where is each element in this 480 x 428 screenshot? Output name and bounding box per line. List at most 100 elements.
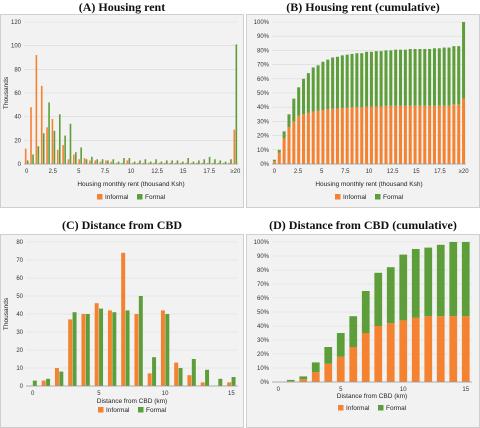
bar-informal	[56, 149, 59, 164]
bar-informal	[24, 148, 27, 164]
bar-formal	[436, 244, 445, 317]
bar-formal	[176, 160, 179, 164]
bar-formal	[99, 308, 104, 386]
y-tick-label: 20%	[257, 134, 270, 140]
bar-informal	[131, 162, 134, 164]
bar-informal	[321, 110, 325, 164]
bar-formal	[418, 48, 422, 106]
bar-informal	[272, 161, 276, 164]
bar-formal	[101, 159, 104, 164]
bar-formal	[178, 368, 183, 386]
bar-informal	[418, 105, 422, 164]
y-tick-label: 40%	[257, 105, 270, 111]
bar-formal	[311, 67, 315, 112]
bar-formal	[437, 48, 441, 106]
bar-informal	[121, 162, 123, 164]
bar-informal	[403, 105, 407, 164]
bar-formal	[58, 114, 61, 164]
legend-formal: Formal	[137, 194, 166, 201]
legend-swatch	[138, 407, 144, 413]
bar-formal	[331, 57, 335, 109]
bar-informal	[374, 326, 383, 382]
bar-formal	[128, 158, 131, 164]
legend-swatch	[378, 405, 384, 411]
bar-formal	[447, 47, 451, 106]
bar-informal	[350, 107, 354, 164]
bar-informal	[389, 105, 393, 164]
x-tick-label: 15	[180, 169, 187, 175]
x-tick-label: 17.5	[434, 169, 446, 175]
bar-formal	[59, 371, 64, 386]
y-tick-label: 10	[16, 366, 23, 372]
legend-formal: Formal	[138, 407, 167, 414]
bar-formal	[306, 73, 310, 113]
bar-formal	[316, 65, 320, 111]
x-tick-label: 10	[366, 169, 373, 175]
bar-formal	[96, 159, 99, 164]
bar-informal	[160, 310, 165, 386]
x-tick-label: 0	[25, 169, 29, 175]
x-tick-label: 10	[400, 387, 407, 393]
y-tick-label: 70%	[257, 282, 270, 288]
bar-formal	[340, 55, 344, 108]
panel-housing-rent-cumulative: (B) Housing rent (cumulative) 0% 10% 20% 30…	[246, 0, 480, 208]
x-tick-label: 15	[462, 387, 469, 393]
bar-formal	[165, 314, 170, 386]
y-tick-label: 10%	[257, 366, 270, 372]
bar-informal	[54, 368, 59, 386]
housing-rent-chart: 0 20 40 60 80 100 120 Thousands 0 2.5 5 7.5 10 12.5 15…	[3, 20, 241, 201]
bar-informal	[457, 104, 461, 164]
bar-formal	[32, 380, 37, 386]
bar-informal	[442, 105, 446, 164]
legend-label: Formal	[386, 405, 407, 412]
x-tick-label: 5	[320, 169, 324, 175]
bar-informal	[190, 162, 193, 164]
bar-formal	[286, 379, 295, 382]
bar-formal	[282, 131, 286, 139]
bar-formal	[152, 357, 157, 386]
bar-informal	[297, 115, 301, 164]
bar-informal	[217, 162, 220, 164]
y-tick-label: 0%	[260, 162, 269, 168]
y-tick-label: 100%	[254, 240, 270, 246]
bar-informal	[447, 105, 451, 164]
y-tick-label: 10%	[257, 148, 270, 154]
bar-formal	[224, 161, 227, 164]
bar-formal	[219, 160, 222, 164]
bar-formal	[85, 159, 88, 164]
x-tick-label: 7.5	[341, 169, 350, 175]
bar-formal	[112, 312, 117, 386]
bar-informal	[110, 161, 113, 164]
x-tick-label: 10	[128, 169, 135, 175]
x-tick-label: ≥20	[230, 169, 241, 175]
bar-informal	[361, 333, 370, 382]
bar-informal	[326, 109, 330, 164]
bar-formal	[208, 156, 211, 164]
bar-informal	[452, 104, 456, 164]
bar-informal	[147, 162, 150, 164]
bar-formal	[449, 242, 458, 317]
legend-swatch	[137, 194, 143, 200]
legend-informal: Informal	[98, 407, 130, 414]
bar-formal	[335, 56, 339, 109]
y-tick-label: 40%	[257, 324, 270, 330]
bar-formal	[231, 377, 236, 386]
bar-formal	[461, 242, 470, 317]
distance-from-cbd-cumulative-chart: 0% 10% 20% 30% 40% 50% 60% 70% 80% 90% 100% 0 5 10 15 D…	[254, 240, 472, 412]
bar-formal	[53, 130, 56, 164]
bar-formal	[149, 161, 152, 164]
y-tick-label: 60%	[257, 296, 270, 302]
bar-informal	[115, 162, 118, 164]
bar-formal	[299, 376, 308, 380]
y-tick-label: 0	[20, 384, 24, 390]
bar-formal	[32, 154, 34, 164]
y-tick-label: 30%	[257, 119, 270, 125]
x-tick-label: 5	[77, 169, 81, 175]
bar-informal	[331, 108, 335, 164]
x-tick-label: 5	[97, 391, 101, 397]
bar-informal	[134, 314, 139, 386]
bar-formal	[205, 369, 210, 386]
bar-formal	[218, 378, 223, 386]
x-tick-label: 2.5	[49, 169, 58, 175]
